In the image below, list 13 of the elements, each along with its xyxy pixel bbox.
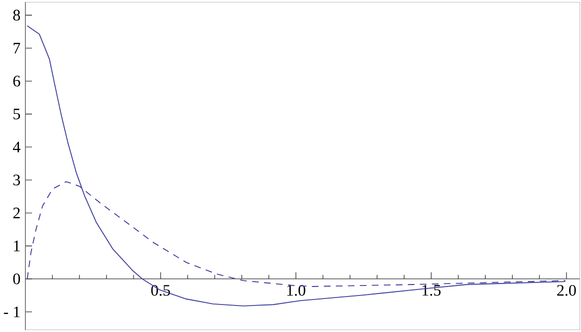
- y-tick-label: - 1: [4, 306, 20, 318]
- y-tick-label: 6: [13, 76, 20, 86]
- x-tick-label: 1.5: [422, 284, 441, 296]
- y-tick-label: 4: [12, 142, 20, 152]
- x-tick-label: 2.0: [557, 284, 576, 296]
- y-tick-label: 2: [13, 208, 20, 218]
- x-tick-label: 1.0: [287, 284, 306, 296]
- y-tick-label: 8: [13, 10, 20, 21]
- y-tick-label: 7: [14, 42, 20, 54]
- y-tick-label: 0: [13, 274, 20, 284]
- y-tick-label: 5: [14, 108, 20, 120]
- y-tick-label: 1: [14, 240, 20, 252]
- y-tick-label: 3: [13, 174, 20, 186]
